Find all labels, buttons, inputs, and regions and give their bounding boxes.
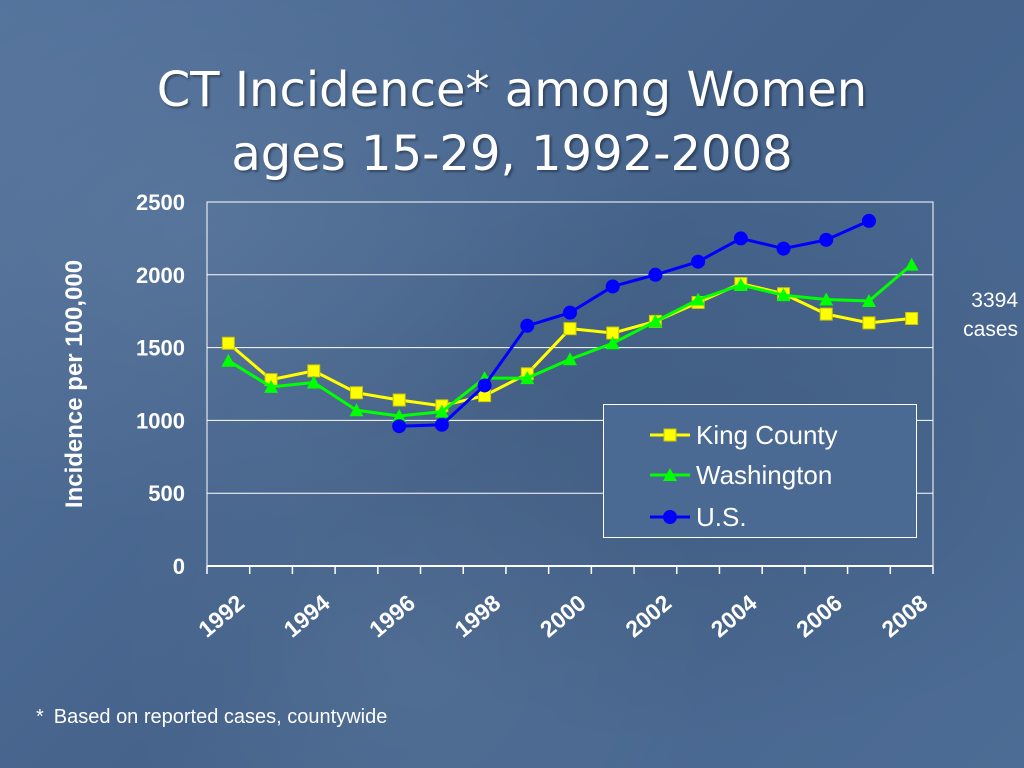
data-point-washington-2003: [691, 292, 706, 306]
data-point-king-county-2006: [819, 307, 833, 321]
title-line-1: CT Incidence* among Women: [156, 62, 868, 118]
data-point-king-county-1992: [221, 336, 235, 350]
data-point-u-s-2003: [691, 254, 706, 269]
data-point-u-s-2000: [563, 305, 577, 320]
legend-item-king-county: King County: [650, 417, 838, 453]
data-point-king-county-2008: [905, 311, 919, 325]
data-point-washington-2001: [605, 336, 620, 350]
y-tick-label-1500: 1500: [136, 336, 185, 361]
us-swatch: [650, 507, 690, 527]
data-point-u-s-2007: [861, 213, 876, 228]
data-point-washington-2005: [776, 288, 791, 302]
data-point-washington-1996: [392, 409, 407, 423]
x-tick-label-2002: 2002: [620, 589, 676, 642]
series-line-washington: [227, 263, 913, 418]
x-tick-label-1994: 1994: [279, 589, 335, 642]
legend-item-us: U.S.: [650, 499, 747, 535]
data-point-washington-2008: [904, 257, 919, 271]
data-point-u-s-1999: [520, 318, 535, 333]
washington-swatch: [650, 465, 690, 485]
data-point-u-s-2002: [648, 267, 663, 282]
data-point-u-s-1997: [434, 417, 449, 432]
x-tick-label-1992: 1992: [193, 589, 249, 642]
footnote-marker: *: [36, 706, 44, 728]
x-tick-label-1998: 1998: [449, 589, 505, 642]
x-tick-label-2004: 2004: [706, 589, 762, 642]
data-point-washington-2007: [861, 294, 876, 308]
data-point-king-county-2007: [862, 316, 876, 330]
data-point-washington-2002: [648, 314, 663, 328]
line-chart: 0 500 1000 1500 2000 2500 Incidence per 100,00…: [61, 190, 934, 642]
data-point-king-county-1996: [392, 393, 406, 407]
x-tick-label-2008: 2008: [877, 589, 933, 642]
data-point-u-s-2005: [776, 241, 791, 256]
data-point-u-s-1998: [477, 378, 492, 393]
y-axis-title: Incidence per 100,000: [61, 260, 88, 508]
king-county-swatch: [650, 425, 690, 445]
us-2008-annotation: 3394 cases: [938, 286, 1018, 344]
data-point-washington-1997: [434, 404, 449, 418]
y-tick-label-0: 0: [173, 554, 185, 579]
data-point-washington-2000: [563, 352, 577, 366]
data-point-washington-1995: [349, 403, 364, 417]
legend-label-washington: Washington: [696, 459, 833, 490]
data-point-washington-2004: [733, 277, 748, 291]
legend-label-king-county: King County: [696, 419, 838, 450]
data-point-king-county-1994: [307, 364, 321, 378]
data-point-u-s-1996: [392, 419, 407, 434]
y-tick-label-1000: 1000: [136, 408, 185, 433]
series-line-u-s: [399, 219, 870, 428]
data-point-king-county-2000: [563, 322, 577, 336]
data-point-king-county-1995: [349, 386, 363, 400]
y-tick-label-2000: 2000: [136, 263, 185, 288]
data-point-washington-1994: [306, 375, 321, 389]
y-tick-label-2500: 2500: [136, 190, 185, 215]
title-line-2: ages 15-29, 1992-2008: [231, 126, 793, 182]
footnote-text: Based on reported cases, countywide: [53, 706, 388, 728]
annotation-value: 3394: [971, 289, 1018, 312]
data-point-u-s-2006: [819, 232, 834, 247]
x-tick-label-2000: 2000: [535, 589, 591, 642]
data-point-washington-2006: [819, 292, 834, 306]
legend-label-us: U.S.: [696, 501, 747, 532]
slide-title: CT Incidence* among Women ages 15-29, 19…: [0, 58, 1024, 186]
data-point-washington-1992: [221, 353, 236, 367]
legend-item-washington: Washington: [650, 457, 832, 493]
chart-legend: King County Washington U.S.: [603, 404, 917, 538]
x-tick-label-1996: 1996: [364, 589, 420, 642]
x-tick-label-2006: 2006: [791, 589, 847, 642]
series-line-king-county: [227, 282, 912, 408]
data-point-washington-1999: [520, 371, 535, 385]
footnote: * Based on reported cases, countywide: [36, 706, 387, 729]
data-point-u-s-2001: [605, 279, 620, 294]
data-point-u-s-2004: [733, 231, 748, 246]
annotation-unit: cases: [963, 318, 1018, 341]
y-tick-label-500: 500: [148, 481, 185, 506]
data-point-washington-1993: [264, 379, 279, 393]
